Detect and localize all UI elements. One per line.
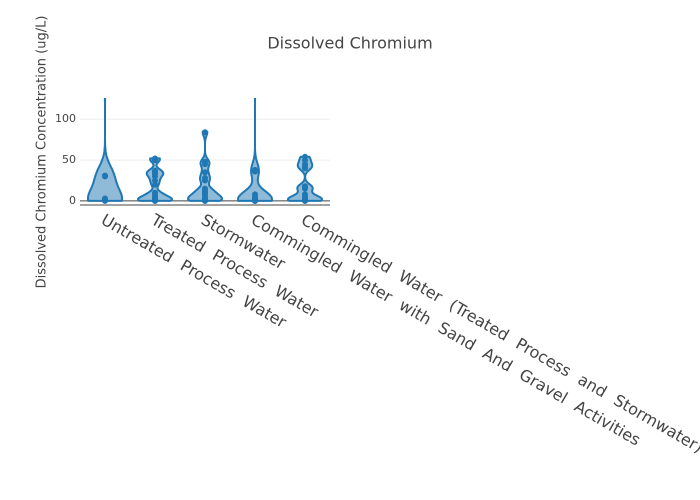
data-point xyxy=(102,172,108,179)
violin xyxy=(287,155,323,202)
data-point xyxy=(102,195,108,202)
data-point xyxy=(302,191,308,198)
x-tick-label: Commingled Water with Sand And Gravel Ac… xyxy=(248,210,644,450)
data-point xyxy=(202,185,208,192)
chart-title: Dissolved Chromium xyxy=(267,34,432,53)
y-axis-title: Dissolved Chromium Concentration (ug/L) xyxy=(35,16,50,289)
data-point xyxy=(252,75,258,81)
x-tick-label: Commingled Water (Treated Process and St… xyxy=(298,210,700,457)
data-point xyxy=(302,153,308,160)
data-point xyxy=(102,67,108,73)
data-point xyxy=(152,155,158,162)
data-point xyxy=(152,167,158,174)
data-point xyxy=(252,166,258,173)
data-point xyxy=(202,129,208,136)
y-tick-label: 100 xyxy=(55,112,76,125)
data-point xyxy=(202,169,208,176)
violin xyxy=(236,98,274,202)
data-point xyxy=(152,189,158,196)
data-point xyxy=(252,191,258,198)
data-point xyxy=(302,183,308,190)
data-point xyxy=(202,158,208,165)
violin xyxy=(87,98,123,202)
y-tick-label: 0 xyxy=(69,194,76,207)
data-point xyxy=(202,175,208,182)
y-tick-label: 50 xyxy=(62,153,76,166)
plot-area xyxy=(87,67,323,204)
